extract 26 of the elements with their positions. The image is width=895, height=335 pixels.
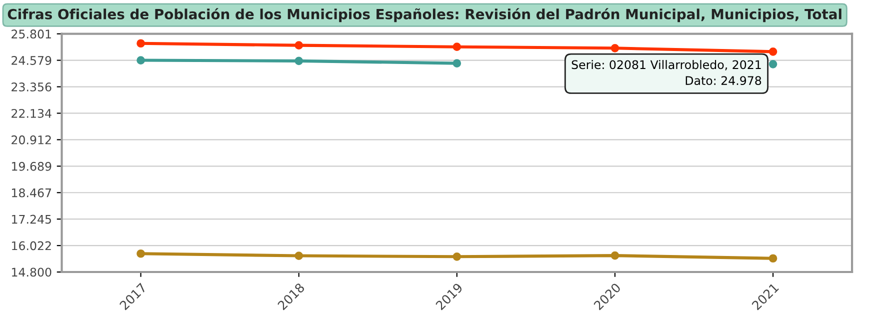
- point: [768, 254, 778, 263]
- y-tick-label: 20.912: [12, 135, 51, 144]
- point: [136, 56, 145, 64]
- y-tick-label: 18.467: [12, 188, 52, 198]
- y-tick-label: 23.356: [12, 82, 52, 92]
- y-tick-label: 22.134: [12, 108, 52, 118]
- point: [136, 39, 145, 48]
- point: [294, 41, 304, 50]
- point: [768, 60, 778, 68]
- y-tick-label: 19.689: [12, 162, 52, 171]
- point: [294, 252, 304, 260]
- y-tick-label: 24.579: [12, 56, 52, 65]
- annotation: Serie: 02081 Villarrobledo, 2021 Dato: 24.978: [572, 60, 762, 86]
- point: [610, 251, 620, 260]
- y-tick-label: 17.245: [12, 214, 51, 224]
- point: [294, 56, 304, 66]
- point: [136, 249, 145, 258]
- y-tick-label: 14.800: [12, 268, 52, 277]
- point: [452, 42, 462, 52]
- point: [768, 47, 778, 56]
- point: [452, 252, 462, 261]
- chart-title: Cifras Oficiales de Población de los Municipios Españoles: Revisión del Padrón Municipal, Municipios, Total: [8, 8, 842, 22]
- y-tick-label: 16.022: [12, 241, 51, 250]
- point: [452, 59, 462, 68]
- point: [610, 44, 620, 52]
- y-tick-label: 25.801: [12, 30, 51, 38]
